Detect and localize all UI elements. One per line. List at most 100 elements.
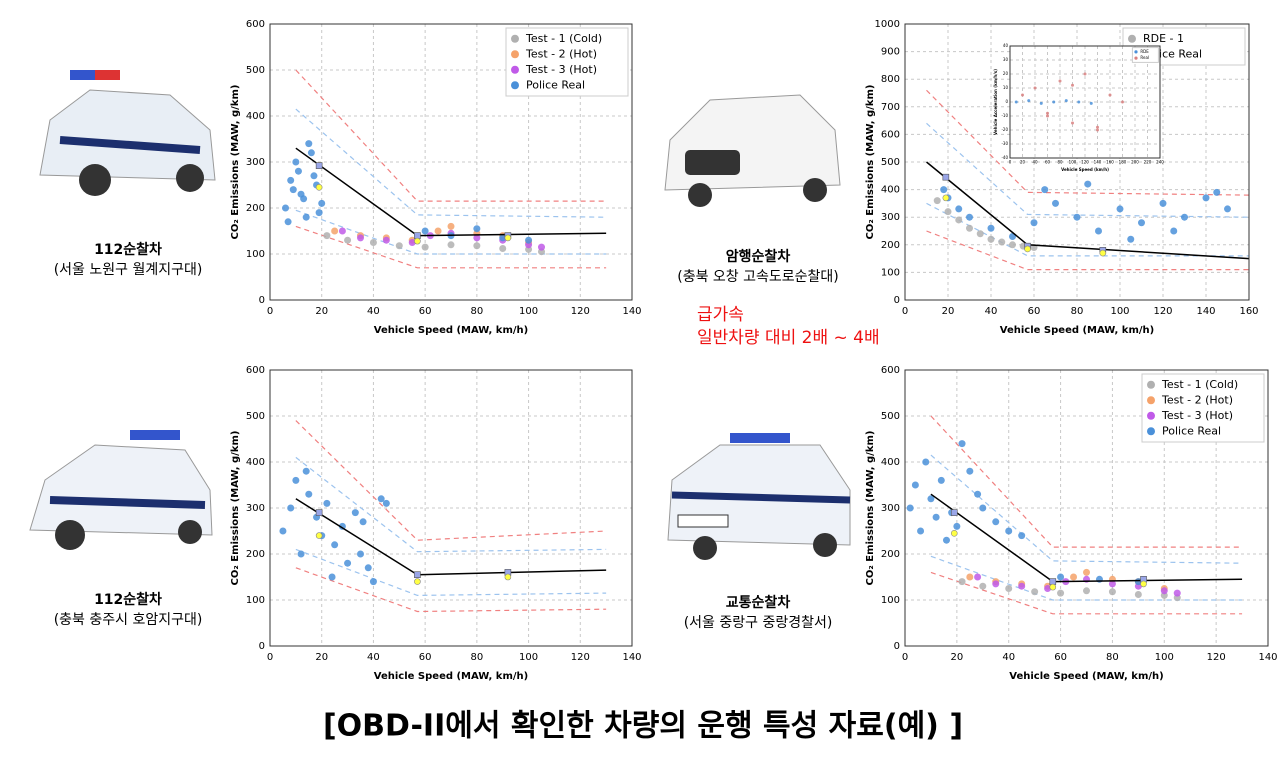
point [1134,590,1142,598]
caption-name: 교통순찰차 [726,595,791,611]
point [992,518,1000,526]
point [344,559,352,567]
x-tick-label: 120 [1153,306,1172,317]
y-tick-label: -40 [1001,155,1008,160]
point-marker [315,532,323,539]
y-tick-label: 800 [881,74,900,85]
point [922,458,930,466]
legend-label: Test - 2 (Hot) [1161,393,1233,406]
x-tick-label: 220 [1144,159,1152,164]
point-marker [315,162,323,169]
reference-line [295,225,607,269]
point-marker [414,571,421,579]
y-axis-label: CO₂ Emissions (MAW, g/km) [865,431,876,586]
point [953,522,961,530]
legend-swatch [1147,380,1155,389]
point [998,238,1006,246]
y-axis-label: Vehicle Acceleration (km/h/s) [993,69,998,135]
annotation: 급가속 [697,305,744,325]
point [937,476,945,484]
point [1030,219,1038,227]
point [297,550,305,558]
point [357,234,364,242]
x-tick-label: 120 [571,306,590,317]
x-tick-label: 100 [1155,652,1174,663]
point [1005,585,1013,592]
point [933,197,941,205]
legend-swatch [1147,411,1155,420]
x-tick-label: 20 [315,306,328,317]
point [1138,219,1145,227]
legend-label: Test - 3 (Hot) [525,63,597,76]
point-marker [1049,583,1057,591]
point [958,440,966,448]
legend-label: RDE [1140,49,1149,54]
point [1121,100,1124,104]
legend-swatch [511,65,519,74]
point [1116,205,1124,213]
point [966,213,973,221]
point [282,204,290,212]
point [966,573,974,581]
legend-swatch [511,81,519,90]
point [473,234,481,242]
page-title: [OBD-II에서 확인한 차량의 운행 특성 자료(예) ] [323,709,963,744]
x-axis-label: Vehicle Speed (km/h) [1061,167,1109,172]
y-tick-label: 400 [246,457,265,468]
y-tick-label: 30 [1003,57,1009,62]
point [917,527,925,535]
point [408,239,416,246]
y-tick-label: -10 [1001,113,1008,118]
x-tick-label: 140 [1258,652,1277,663]
y-tick-label: 400 [881,457,900,468]
point [1108,588,1116,596]
caption-place: (서울 중랑구 중랑경찰서) [684,615,833,631]
plot-frame [1009,45,1161,159]
y-tick-label: 40 [1003,43,1009,48]
point [906,504,914,512]
x-tick-label: 80 [1106,652,1119,663]
point [1224,205,1231,213]
point [1005,527,1013,535]
point-marker [1024,245,1031,253]
x-tick-label: 80 [1057,159,1063,164]
point [1033,86,1037,90]
point [1071,83,1074,87]
legend-label: Real [1140,55,1149,60]
legend-swatch [511,34,519,43]
point [1039,101,1043,105]
point [1096,125,1099,129]
point [447,222,455,230]
point [1083,568,1090,576]
point [499,234,507,242]
point-marker [1049,578,1057,585]
point [395,242,403,250]
chart: 0 100 200 300 400 500 600 0 20 40 60 80 100 120 140 Veh… [865,365,1278,682]
point [992,580,1000,588]
point [338,227,346,235]
point [979,582,987,590]
plot-frame [269,23,633,301]
point [302,467,310,475]
chart: -40 -30 -20 -10 0 10 20 30 40 0 20 40 60 80 100 120 140 1… [993,43,1164,172]
point [1089,101,1093,105]
point [382,236,390,244]
x-axis-label: Vehicle Speed (MAW, km/h) [374,671,528,682]
point [447,241,455,249]
legend-swatch [1134,56,1138,60]
point [1181,213,1188,221]
y-tick-label: 0 [894,295,900,306]
point [1052,199,1059,207]
legend-box [1141,373,1265,443]
point [987,235,995,243]
point [955,205,963,213]
y-tick-label: 600 [246,19,265,30]
x-tick-label: 20 [1020,159,1026,164]
point [1095,227,1102,235]
x-tick-label: 0 [902,306,908,317]
caption-name: 암행순찰차 [726,248,791,265]
point [1031,588,1039,596]
point [1009,241,1016,249]
reference-line [930,571,1243,615]
